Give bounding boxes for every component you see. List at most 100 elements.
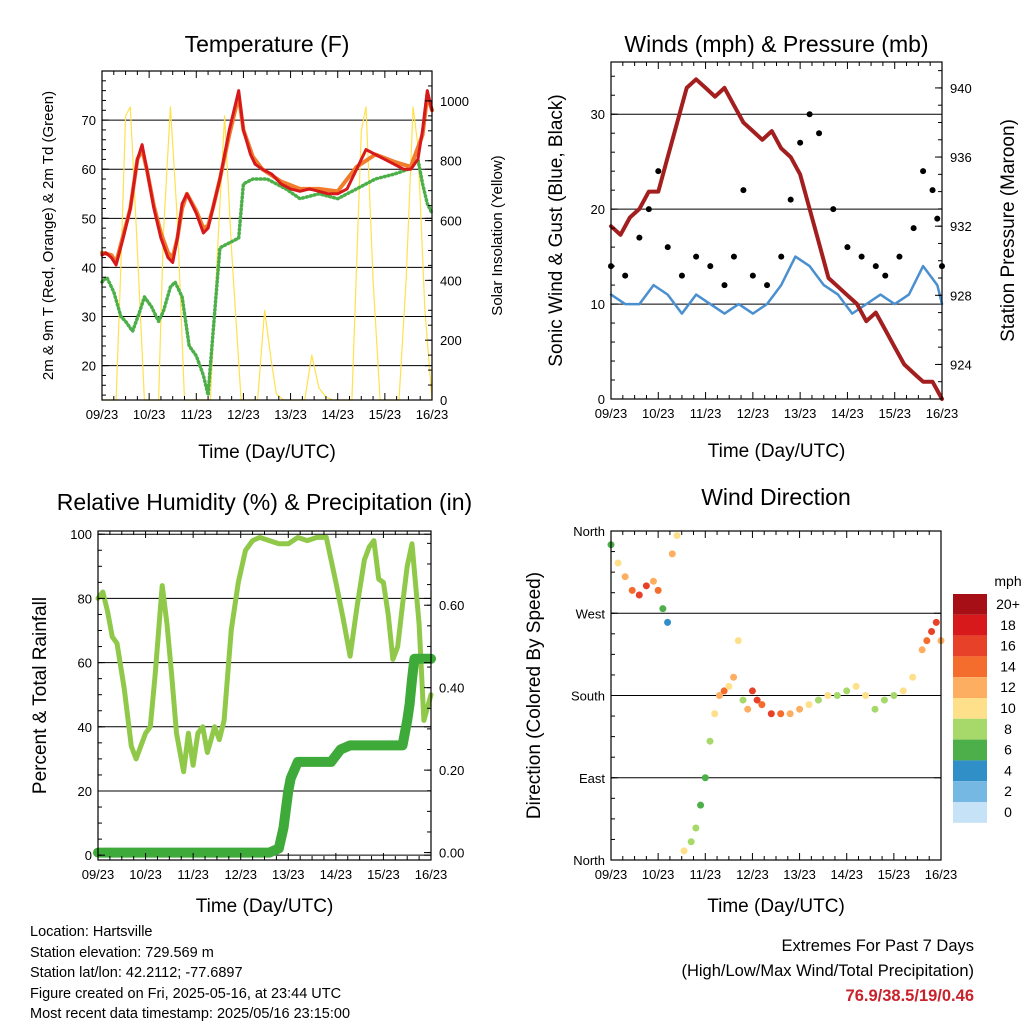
colorbar-label: 18 bbox=[1000, 617, 1016, 633]
gust-point bbox=[816, 130, 823, 137]
colorbar-label: 6 bbox=[1004, 742, 1012, 758]
colorbar-label: 2 bbox=[1004, 783, 1012, 799]
direction-point bbox=[777, 710, 785, 718]
y2-tick-label: 0.60 bbox=[439, 598, 464, 613]
x-axis-label: Time (Day/UTC) bbox=[708, 441, 846, 462]
chart-title: Relative Humidity (%) & Precipitation (i… bbox=[57, 489, 472, 515]
y2-axis-label: Solar Insolation (Yellow) bbox=[489, 155, 506, 315]
x-axis-label: Time (Day/UTC) bbox=[707, 896, 845, 917]
series-relative-humidity bbox=[95, 534, 434, 775]
y-tick-label: 60 bbox=[82, 162, 96, 177]
extremes-subtitle: (High/Low/Max Wind/Total Precipitation) bbox=[681, 962, 974, 980]
direction-point bbox=[734, 637, 742, 645]
direction-point bbox=[767, 710, 775, 718]
x-tick-label: 14/23 bbox=[321, 407, 354, 422]
direction-point bbox=[621, 573, 629, 581]
direction-point bbox=[664, 618, 672, 626]
gust-point bbox=[934, 215, 941, 222]
direction-point bbox=[833, 692, 841, 699]
y-tick-label: North bbox=[573, 524, 605, 539]
y2-tick-label: 0.40 bbox=[439, 681, 464, 696]
series-2m-t bbox=[100, 89, 434, 267]
y-axis-label: Percent & Total Rainfall bbox=[30, 597, 51, 794]
x-tick-label: 14/23 bbox=[320, 867, 353, 882]
gust-point bbox=[693, 253, 700, 260]
gust-point bbox=[830, 206, 837, 213]
colorbar-swatch bbox=[953, 594, 987, 615]
y-tick-label: 100 bbox=[70, 527, 92, 542]
gust-point bbox=[764, 282, 771, 289]
direction-point bbox=[928, 628, 936, 636]
frame-2 bbox=[97, 530, 432, 861]
gust-point bbox=[778, 253, 785, 260]
x-tick-label: 10/23 bbox=[133, 407, 166, 422]
direction-point bbox=[673, 532, 681, 540]
location-text: Location: Hartsville bbox=[30, 924, 153, 940]
y-tick-label: 20 bbox=[591, 202, 605, 217]
y-axis-label: Direction (Colored By Speed) bbox=[524, 572, 545, 819]
direction-point bbox=[659, 605, 667, 613]
direction-point bbox=[843, 687, 851, 695]
x-tick-label: 11/23 bbox=[690, 406, 722, 421]
gust-point bbox=[664, 244, 671, 251]
direction-point bbox=[923, 637, 931, 645]
y-tick-label: East bbox=[579, 771, 605, 786]
x-tick-label: 10/23 bbox=[129, 867, 162, 882]
y2-tick-label: 936 bbox=[950, 150, 972, 165]
gust-point bbox=[910, 225, 917, 232]
direction-point bbox=[701, 774, 709, 782]
x-tick-label: 16/23 bbox=[925, 867, 958, 882]
chart-title: Temperature (F) bbox=[185, 31, 350, 57]
direction-point bbox=[758, 701, 766, 709]
y-tick-label: 70 bbox=[82, 113, 96, 128]
y2-tick-label: 940 bbox=[950, 81, 972, 96]
direction-point bbox=[628, 586, 636, 594]
extremes-title: Extremes For Past 7 Days bbox=[781, 937, 974, 955]
colorbar-swatch bbox=[953, 656, 987, 678]
x-tick-label: 13/23 bbox=[784, 406, 817, 421]
gust-point bbox=[730, 253, 737, 260]
y-tick-label: North bbox=[573, 853, 605, 868]
direction-point bbox=[744, 705, 752, 713]
direction-point bbox=[753, 696, 761, 704]
x-tick-label: 15/23 bbox=[878, 867, 911, 882]
x-tick-label: 10/23 bbox=[642, 406, 675, 421]
x-tick-label: 15/23 bbox=[367, 867, 400, 882]
colorbar-swatch bbox=[953, 760, 987, 782]
gust-point bbox=[929, 187, 936, 194]
frame-3 bbox=[610, 530, 942, 861]
y2-tick-label: 0 bbox=[440, 393, 447, 408]
y2-tick-label: 932 bbox=[950, 219, 972, 234]
frame-1 bbox=[610, 61, 943, 400]
y2-tick-label: 400 bbox=[440, 273, 462, 288]
colorbar-label: 8 bbox=[1004, 721, 1012, 737]
chart-title: Winds (mph) & Pressure (mb) bbox=[624, 31, 928, 57]
y2-tick-label: 1000 bbox=[440, 94, 469, 109]
panel-1 bbox=[611, 113, 942, 305]
colorbar-title: mph bbox=[994, 573, 1021, 589]
y-axis-label: 2m & 9m T (Red, Orange) & 2m Td (Green) bbox=[40, 91, 57, 380]
colorbar-swatch bbox=[953, 802, 987, 823]
direction-points bbox=[607, 532, 945, 855]
y-tick-label: 40 bbox=[82, 260, 96, 275]
direction-point bbox=[649, 577, 657, 585]
gust-point bbox=[920, 168, 927, 175]
direction-point bbox=[614, 559, 622, 567]
y2-tick-label: 600 bbox=[440, 214, 462, 229]
direction-point bbox=[730, 673, 738, 681]
x-tick-label: 09/23 bbox=[86, 407, 119, 422]
extremes-box: Extremes For Past 7 Days (High/Low/Max W… bbox=[681, 934, 974, 1009]
colorbar-label: 20+ bbox=[996, 596, 1020, 612]
gust-point bbox=[872, 263, 879, 270]
y2-axis-label: Station Pressure (Maroon) bbox=[998, 119, 1019, 342]
x-axis-label: Time (Day/UTC) bbox=[198, 442, 336, 463]
direction-point bbox=[814, 696, 822, 704]
direction-point bbox=[725, 682, 733, 690]
direction-point bbox=[715, 692, 723, 699]
y2-tick-label: 928 bbox=[950, 288, 972, 303]
direction-point bbox=[720, 687, 728, 695]
x-tick-label: 12/23 bbox=[227, 407, 260, 422]
chart-title: Wind Direction bbox=[701, 484, 851, 510]
y-tick-label: West bbox=[576, 606, 606, 621]
